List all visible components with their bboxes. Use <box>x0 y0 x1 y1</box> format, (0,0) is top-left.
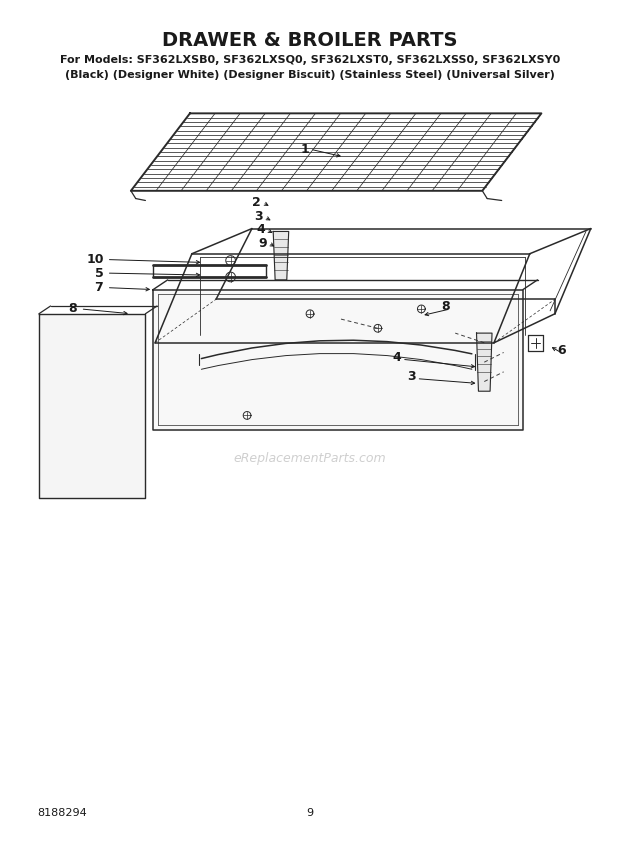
Polygon shape <box>273 231 289 280</box>
Text: 4: 4 <box>392 351 402 364</box>
Text: DRAWER & BROILER PARTS: DRAWER & BROILER PARTS <box>162 31 458 51</box>
Text: 6: 6 <box>557 344 566 357</box>
Text: 3: 3 <box>407 370 416 383</box>
Polygon shape <box>39 314 146 497</box>
Text: 2: 2 <box>252 196 261 209</box>
Text: 7: 7 <box>95 281 104 294</box>
Text: 3: 3 <box>254 211 263 223</box>
Text: eReplacementParts.com: eReplacementParts.com <box>234 453 386 466</box>
Text: 1: 1 <box>301 143 309 156</box>
Text: 8: 8 <box>441 300 450 312</box>
Text: 9: 9 <box>306 808 314 818</box>
Text: 4: 4 <box>256 223 265 236</box>
Text: 9: 9 <box>259 236 267 250</box>
Text: For Models: SF362LXSB0, SF362LXSQ0, SF362LXST0, SF362LXSS0, SF362LXSY0: For Models: SF362LXSB0, SF362LXSQ0, SF36… <box>60 55 560 65</box>
Text: (Black) (Designer White) (Designer Biscuit) (Stainless Steel) (Universal Silver): (Black) (Designer White) (Designer Biscu… <box>65 69 555 80</box>
Text: 8188294: 8188294 <box>37 808 87 818</box>
Text: 10: 10 <box>86 253 104 266</box>
Polygon shape <box>153 289 523 430</box>
Text: 5: 5 <box>95 266 104 280</box>
Text: 8: 8 <box>68 302 77 315</box>
Polygon shape <box>477 333 492 391</box>
